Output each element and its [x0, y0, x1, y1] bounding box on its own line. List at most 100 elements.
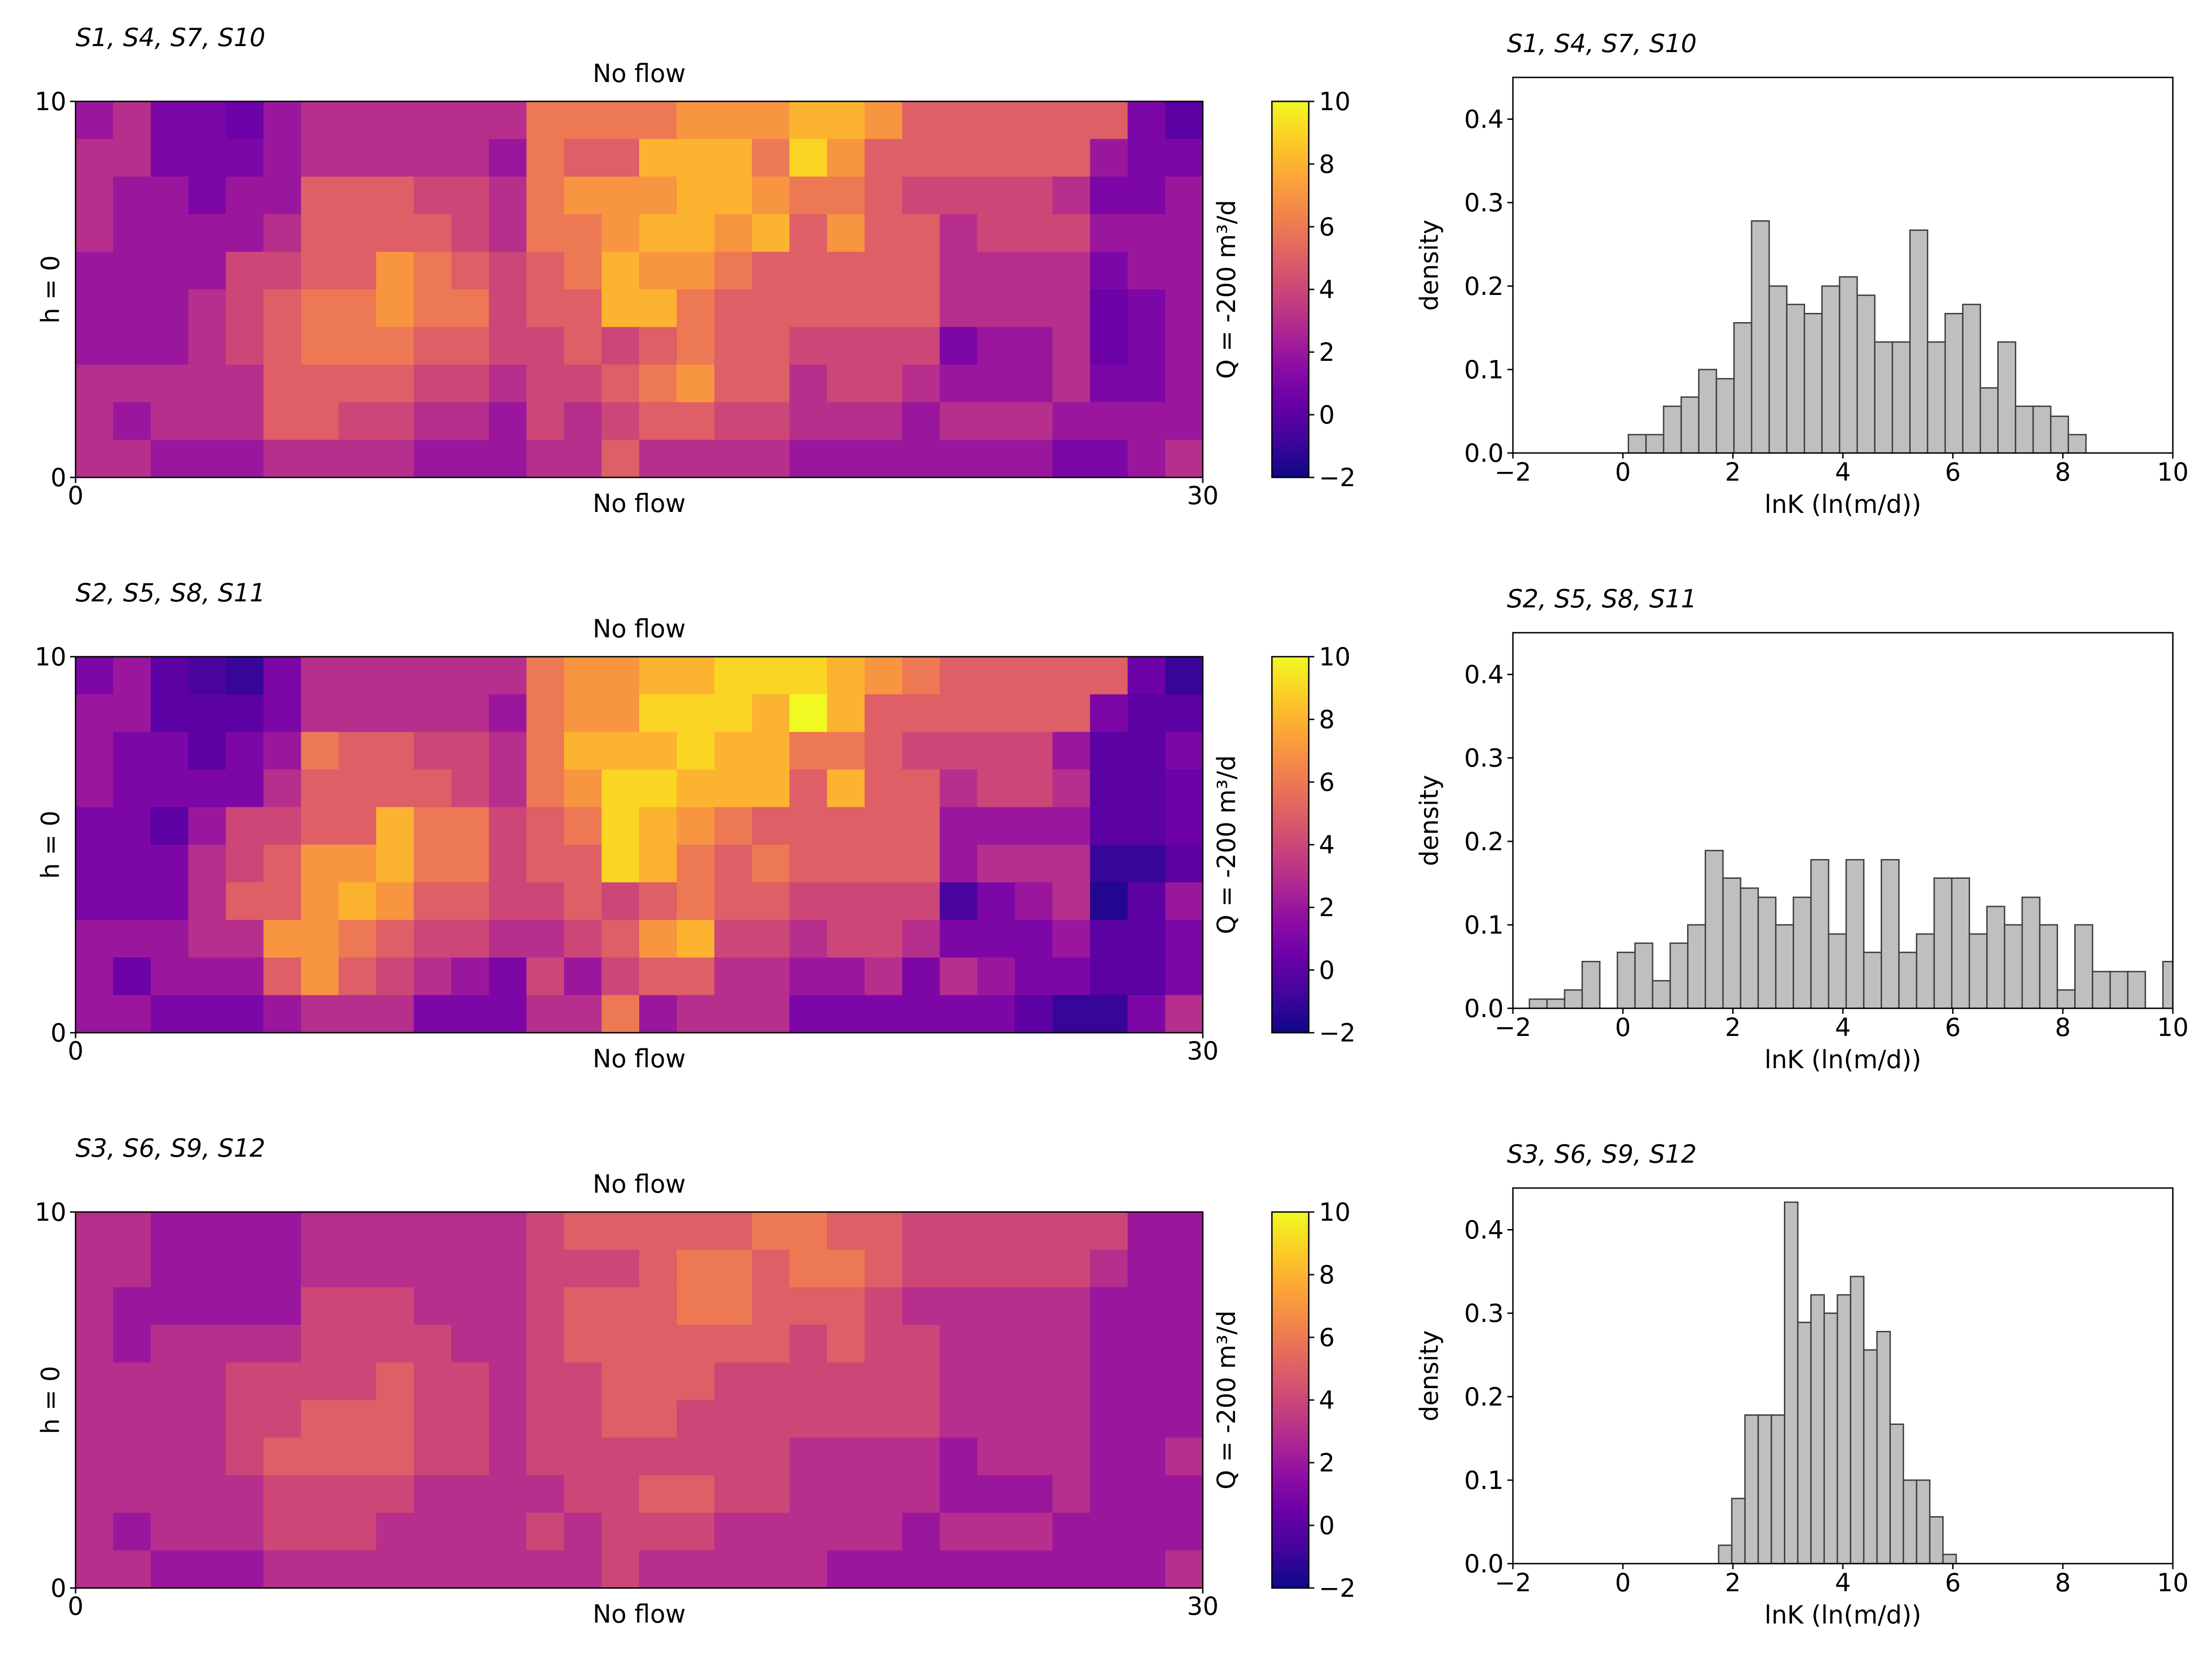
heatmap-cell: [376, 769, 414, 807]
heatmap-cell: [301, 882, 339, 920]
heatmap-cell: [76, 732, 114, 770]
heatmap-cell: [677, 807, 715, 845]
heatmap-cell: [789, 1550, 828, 1588]
heatmap-cell: [376, 657, 414, 695]
histogram-bar: [1652, 980, 1671, 1008]
heatmap-cell: [113, 1400, 151, 1438]
heatmap-cell: [376, 402, 414, 440]
heatmap-cell: [301, 1512, 339, 1551]
heatmap-cell: [714, 1249, 753, 1288]
heatmap-cell: [413, 1437, 452, 1476]
heatmap-cell: [714, 101, 753, 140]
heatmap-cell: [564, 440, 602, 478]
heatmap-cell: [940, 289, 978, 328]
heatmap-cell: [526, 402, 565, 440]
heatmap-cell: [338, 657, 377, 695]
heatmap-cell: [752, 694, 790, 732]
heatmap-cell: [564, 1324, 602, 1363]
heatmap-cell: [263, 920, 301, 958]
heatmap-cell: [376, 139, 414, 177]
heatmap-cell: [488, 402, 527, 440]
heatmap-cell: [263, 769, 301, 807]
heatmap-cell: [1015, 1400, 1053, 1438]
heatmap-cell: [76, 1475, 114, 1513]
heatmap-cell: [940, 694, 978, 732]
heatmap-cell: [564, 995, 602, 1033]
heatmap-cell: [1090, 1249, 1128, 1288]
heatmap-cell: [113, 1437, 151, 1476]
x-tick-label: 30: [1187, 481, 1219, 510]
heatmap-cell: [977, 1287, 1015, 1325]
heatmap-cell: [76, 139, 114, 177]
hist-x-tick-label: −2: [1494, 458, 1531, 487]
histogram-bar: [1979, 387, 1999, 453]
heatmap-cell: [151, 176, 189, 215]
heatmap-cell: [677, 214, 715, 252]
heatmap-cell: [601, 440, 640, 478]
hist-x-tick-label: 2: [1725, 1568, 1741, 1597]
heatmap-cell: [1090, 920, 1128, 958]
heatmap-cell: [865, 957, 903, 995]
heatmap-cell: [601, 1400, 640, 1438]
heatmap-cell: [413, 732, 452, 770]
heatmap-cell: [413, 957, 452, 995]
heatmap-cell: [902, 252, 940, 290]
heatmap-cell: [451, 995, 489, 1033]
heatmap-cell: [789, 657, 828, 695]
heatmap-cell: [413, 1512, 452, 1551]
heatmap-cell: [789, 694, 828, 732]
histogram-bar: [2092, 971, 2111, 1008]
heatmap-cell: [226, 845, 264, 883]
heatmap-cell: [1127, 957, 1166, 995]
heatmap-cell: [789, 732, 828, 770]
histogram-bar: [1751, 220, 1770, 453]
heatmap-cell: [1127, 920, 1166, 958]
histogram-bar: [1793, 896, 1812, 1008]
heatmap-cell: [1052, 139, 1090, 177]
hist-x-tick-label: 6: [1945, 458, 1960, 487]
heatmap-cell: [601, 1550, 640, 1588]
heatmap-cell: [1127, 1475, 1166, 1513]
heatmap-cell: [76, 920, 114, 958]
heatmap-cell: [76, 176, 114, 215]
heatmap-cell: [526, 1400, 565, 1438]
heatmap-cell: [301, 957, 339, 995]
heatmap-cell: [1165, 440, 1203, 478]
heatmap-cell: [113, 1512, 151, 1551]
heatmap-cell: [413, 845, 452, 883]
heatmap-cell: [977, 732, 1015, 770]
heatmap-cell: [601, 657, 640, 695]
heatmap-cell: [865, 1249, 903, 1288]
heatmap-cell: [151, 1400, 189, 1438]
histogram-bar: [2127, 971, 2146, 1008]
heatmap-cell: [301, 214, 339, 252]
heatmap-cell: [338, 289, 377, 328]
heatmap-cell: [526, 1437, 565, 1476]
heatmap-cell: [940, 1324, 978, 1363]
heatmap-cell: [601, 327, 640, 365]
heatmap-cell: [677, 1212, 715, 1250]
hist-y-axis-label: density: [1415, 1330, 1444, 1422]
heatmap-cell: [977, 176, 1015, 215]
heatmap-cell: [376, 1550, 414, 1588]
heatmap-cell: [827, 957, 865, 995]
heatmap-cell: [338, 882, 377, 920]
heatmap-cell: [601, 769, 640, 807]
heatmap-cell: [752, 920, 790, 958]
heatmap-cell: [413, 1324, 452, 1363]
heatmap-cell: [376, 176, 414, 215]
histogram-bar: [1744, 1414, 1759, 1564]
heatmap-cell: [151, 920, 189, 958]
heatmap-cell: [413, 920, 452, 958]
heatmap-cell: [639, 920, 677, 958]
heatmap-cell: [451, 957, 489, 995]
heatmap-cell: [76, 1400, 114, 1438]
heatmap-cell: [940, 1475, 978, 1513]
heatmap-cell: [677, 289, 715, 328]
heatmap-cell: [188, 289, 226, 328]
heatmap-cell: [338, 402, 377, 440]
heatmap-cell: [714, 732, 753, 770]
heatmap-cell: [488, 327, 527, 365]
heatmap-cell: [601, 252, 640, 290]
heatmap-cell: [413, 769, 452, 807]
